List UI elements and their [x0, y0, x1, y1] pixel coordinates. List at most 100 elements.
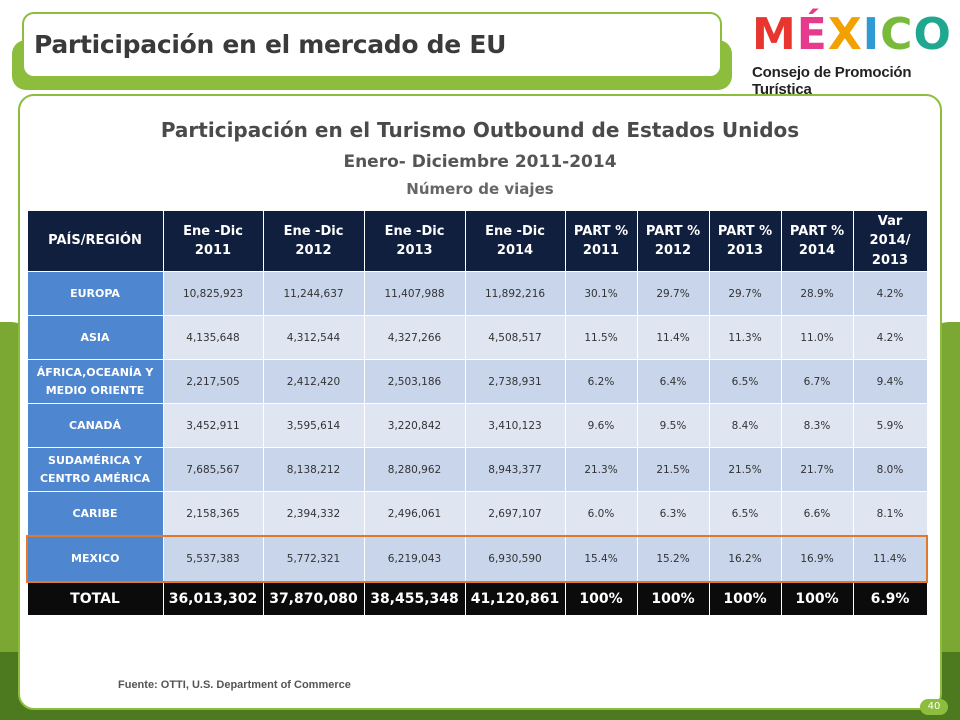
cell-text-line: Var	[877, 213, 903, 229]
total-value-cell: 37,870,080	[262, 581, 365, 616]
cell-text-line: ASIA	[80, 330, 110, 344]
page-title: Participación en el mercado de EU	[34, 30, 507, 59]
source-note: Fuente: OTTI, U.S. Department of Commerc…	[118, 679, 351, 691]
value-cell: 2,738,931	[464, 359, 566, 404]
cell-text-line: 2013	[726, 243, 764, 258]
value-cell: 21.5%	[708, 447, 782, 492]
value-cell: 11.3%	[708, 315, 782, 360]
value-cell: 21.3%	[564, 447, 638, 492]
column-header: PART % 2014	[780, 210, 854, 272]
column-header: Ene -Dic 2011	[162, 210, 264, 272]
cell-text-line: EUROPA	[70, 286, 120, 300]
value-cell: 8,943,377	[464, 447, 566, 492]
value-cell: 3,410,123	[464, 403, 566, 448]
value-cell: 3,595,614	[262, 403, 365, 448]
total-value-cell: 100%	[708, 581, 782, 616]
value-cell: 10,825,923	[162, 271, 264, 316]
value-cell: 21.7%	[780, 447, 854, 492]
region-cell: EUROPA	[26, 271, 164, 316]
logo-letter: C	[880, 9, 913, 60]
region-cell: CARIBE	[26, 491, 164, 537]
cell-text-line: 2012	[295, 243, 332, 258]
region-cell: ASIA	[26, 315, 164, 360]
logo-letter: I	[862, 9, 880, 60]
value-cell: 4,312,544	[262, 315, 365, 360]
column-header: PART % 2012	[636, 210, 710, 272]
value-cell: 7,685,567	[162, 447, 264, 492]
cell-text-line: MEDIO ORIENTE	[45, 383, 145, 397]
value-cell: 6.0%	[564, 491, 638, 537]
cell-text-line: 2014	[496, 243, 534, 258]
value-cell: 4.2%	[852, 271, 928, 316]
logo-letter: X	[827, 9, 862, 60]
column-header: Ene -Dic 2014	[464, 210, 566, 272]
cell-text-line: Ene -Dic	[283, 223, 344, 239]
value-cell: 11.0%	[780, 315, 854, 360]
value-cell: 4,327,266	[363, 315, 466, 360]
region-cell: CANADÁ	[26, 403, 164, 448]
cell-text-line: MEXICO	[71, 552, 120, 566]
total-value-cell: 38,455,348	[363, 581, 466, 616]
value-cell: 16.9%	[780, 535, 854, 583]
value-cell: 8.0%	[852, 447, 928, 492]
cell-text-line: PART %	[717, 223, 773, 239]
value-cell: 8.3%	[780, 403, 854, 448]
column-header: PART % 2013	[708, 210, 782, 272]
value-cell: 2,158,365	[162, 491, 264, 537]
cell-text-line: PAÍS/REGIÓN	[48, 233, 142, 249]
report-title: Participación en el Turismo Outbound de …	[160, 118, 800, 142]
value-cell: 2,217,505	[162, 359, 264, 404]
cell-text-line: 2013	[396, 243, 433, 258]
table-row: SUDAMÉRICA Y CENTRO AMÉRICA 7,685,567 8,138…	[26, 447, 928, 492]
value-cell: 2,697,107	[464, 491, 566, 537]
value-cell: 4,508,517	[464, 315, 566, 360]
total-value-cell: 100%	[780, 581, 854, 616]
page-number: 40	[920, 699, 948, 715]
logo-letter: É	[796, 9, 827, 60]
cell-text-line: ÁFRICA,OCEANÍA Y	[36, 365, 154, 379]
value-cell: 9.4%	[852, 359, 928, 404]
report-period: Enero- Diciembre 2011-2014	[343, 152, 617, 172]
value-cell: 8.4%	[708, 403, 782, 448]
value-cell: 2,412,420	[262, 359, 365, 404]
value-cell: 6.7%	[780, 359, 854, 404]
value-cell: 6.5%	[708, 359, 782, 404]
value-cell: 15.2%	[636, 535, 710, 583]
table-row: ASIA 4,135,648 4,312,544 4,327,266 4,508,517…	[26, 315, 928, 360]
value-cell: 3,220,842	[363, 403, 466, 448]
cell-text-line: 2011	[582, 243, 620, 258]
cell-text-line: PART %	[789, 223, 845, 239]
cell-text-line: CENTRO AMÉRICA	[39, 471, 151, 485]
cell-text-line: PART %	[645, 223, 701, 239]
logo-letter: M	[752, 9, 796, 60]
cell-text-line: 2012	[654, 243, 692, 258]
value-cell: 29.7%	[636, 271, 710, 316]
cell-text-line: Ene -Dic	[384, 223, 445, 239]
table-body: EUROPA 10,825,923 11,244,637 11,407,988 11,8…	[26, 271, 928, 616]
column-header: Ene -Dic 2013	[363, 210, 466, 272]
logo-tagline: Consejo de Promoción Turística	[752, 64, 912, 98]
cell-text-line: PART %	[573, 223, 629, 239]
cell-text-line: Ene -Dic	[485, 223, 545, 239]
value-cell: 6.4%	[636, 359, 710, 404]
logo-letter: O	[913, 9, 951, 60]
value-cell: 9.5%	[636, 403, 710, 448]
value-cell: 5,772,321	[262, 535, 365, 583]
value-cell: 29.7%	[708, 271, 782, 316]
value-cell: 11.4%	[852, 535, 928, 583]
cell-text-line: 2011	[194, 243, 232, 258]
cell-text-line: 2013	[871, 252, 909, 268]
value-cell: 11.4%	[636, 315, 710, 360]
value-cell: 2,496,061	[363, 491, 466, 537]
column-header: Ene -Dic 2012	[262, 210, 365, 272]
value-cell: 28.9%	[780, 271, 854, 316]
cell-text-line: CARIBE	[72, 506, 118, 520]
total-value-cell: 36,013,302	[162, 581, 264, 616]
cell-text-line: SUDAMÉRICA Y	[48, 453, 142, 467]
value-cell: 2,394,332	[262, 491, 365, 537]
cell-text-line: 2014	[798, 243, 836, 258]
value-cell: 21.5%	[636, 447, 710, 492]
table-row: EUROPA 10,825,923 11,244,637 11,407,988 11,8…	[26, 271, 928, 316]
